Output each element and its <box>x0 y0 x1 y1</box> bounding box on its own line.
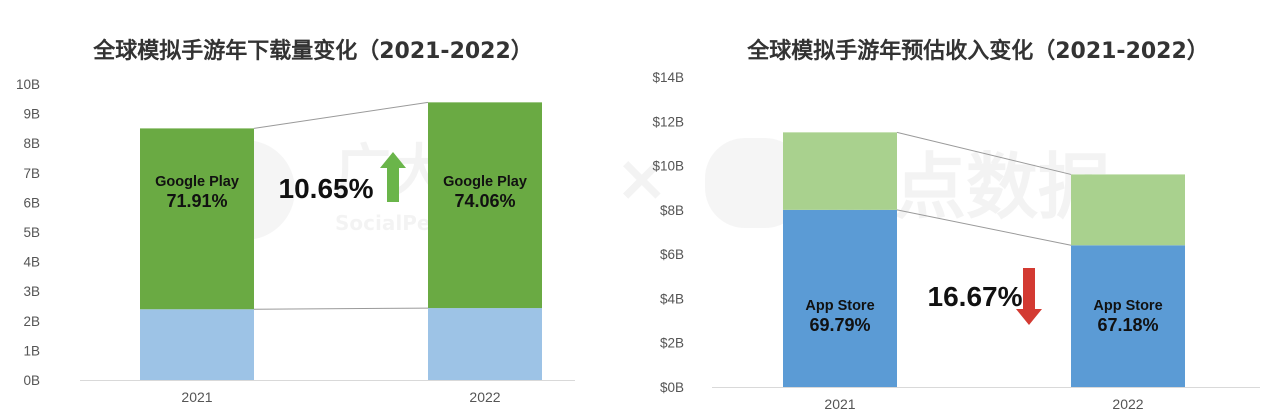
connector-line-top <box>896 131 1072 175</box>
chart-title-revenue: 全球模拟手游年预估收入变化（2021-2022） <box>746 38 1209 64</box>
y-tick-label: 10B <box>16 77 40 92</box>
bar-label-name: Google Play <box>155 174 239 190</box>
y-tick-label: $0B <box>660 380 684 395</box>
watermark-separator: × <box>615 142 669 216</box>
bar-label-share: 69.79% <box>809 315 870 335</box>
connector-line-middle <box>253 307 429 310</box>
y-tick-label: 5B <box>23 225 40 240</box>
revenue-chart: $0B $2B $4B $6B $8B $10B $12B $14B 2021 App Store… <box>652 70 1260 412</box>
bar-segment-other <box>140 309 254 380</box>
bar-segment-google-play <box>428 102 542 309</box>
arrow-down-icon <box>1016 268 1042 325</box>
y-tick-label: 3B <box>23 284 40 299</box>
bar-label-name: App Store <box>1093 298 1162 314</box>
y-tick-label: $14B <box>652 70 684 85</box>
bar-segment-other <box>428 308 542 380</box>
x-category-label: 2021 <box>181 389 212 405</box>
bar-label-share: 71.91% <box>166 191 227 211</box>
y-tick-label: 4B <box>23 255 40 270</box>
bar-segment-google-play <box>140 128 254 310</box>
y-tick-label: 2B <box>23 314 40 329</box>
y-tick-label: $2B <box>660 336 684 351</box>
y-tick-label: $4B <box>660 291 684 306</box>
y-tick-label: 1B <box>23 343 40 358</box>
y-tick-label: $8B <box>660 203 684 218</box>
y-tick-label: $12B <box>652 114 684 129</box>
y-tick-label: 6B <box>23 195 40 210</box>
y-tick-label: 7B <box>23 166 40 181</box>
y-tick-label: $10B <box>652 159 684 174</box>
watermark-d-logo-icon <box>705 138 805 228</box>
y-tick-label: 9B <box>23 107 40 122</box>
arrow-up-icon <box>380 152 406 202</box>
bar-segment-app-store <box>1071 245 1185 387</box>
y-tick-label: 8B <box>23 136 40 151</box>
connector-line-top <box>253 101 429 129</box>
y-tick-label: $6B <box>660 247 684 262</box>
bar-label-name: Google Play <box>443 174 527 190</box>
connector-line-middle <box>896 209 1072 246</box>
bar-label-share: 74.06% <box>454 191 515 211</box>
change-percentage: 10.65% <box>279 173 374 204</box>
bar-segment-app-store <box>783 209 897 387</box>
bar-label-name: App Store <box>805 298 874 314</box>
change-percentage: 16.67% <box>928 281 1023 312</box>
bar-segment-other <box>783 132 897 210</box>
x-category-label: 2022 <box>1112 396 1143 412</box>
x-category-label: 2021 <box>824 396 855 412</box>
bar-segment-other <box>1071 174 1185 246</box>
chart-title-downloads: 全球模拟手游年下载量变化（2021-2022） <box>92 38 533 64</box>
x-category-label: 2022 <box>469 389 500 405</box>
y-tick-label: 0B <box>23 373 40 388</box>
bar-label-share: 67.18% <box>1097 315 1158 335</box>
